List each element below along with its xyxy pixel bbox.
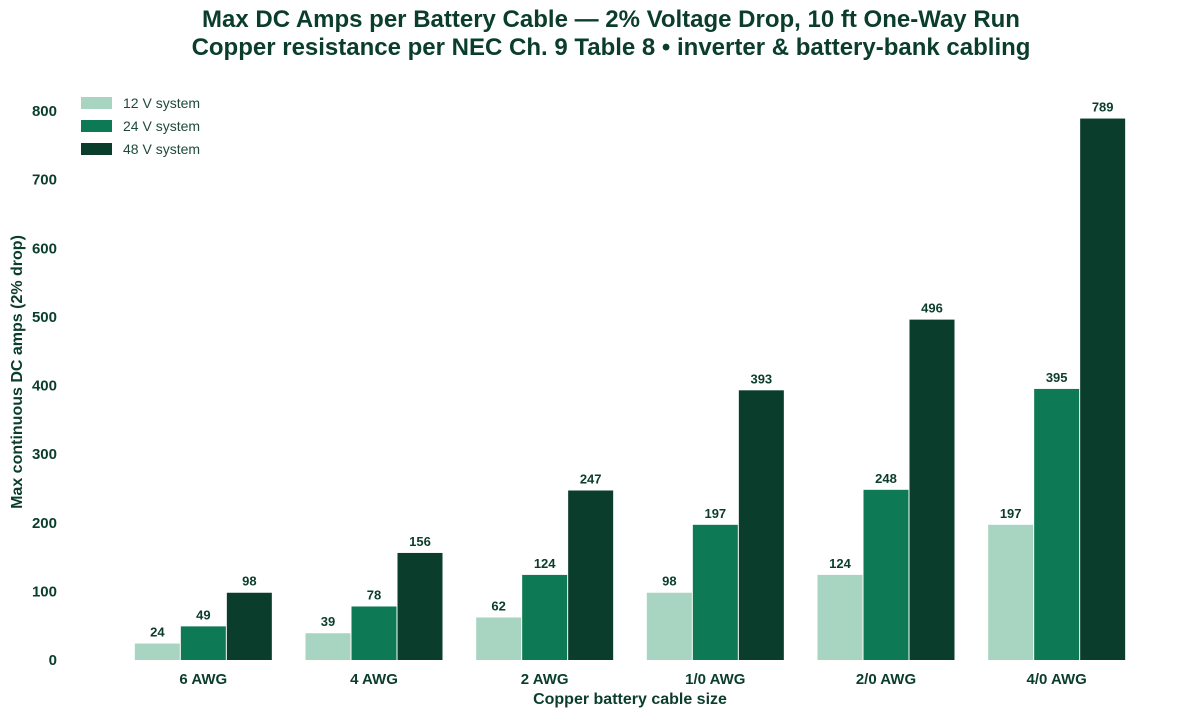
- y-axis-label: Max continuous DC amps (2% drop): [9, 235, 26, 509]
- bar: [134, 643, 180, 660]
- bar: [988, 524, 1034, 660]
- y-tick-label: 300: [32, 446, 57, 463]
- y-tick-label: 800: [32, 103, 57, 120]
- y-tick-label: 700: [32, 172, 57, 189]
- y-tick-label: 0: [49, 652, 57, 669]
- x-tick-label: 2 AWG: [521, 671, 569, 688]
- bar: [738, 390, 784, 660]
- bar-value-label: 789: [1092, 100, 1114, 115]
- bars: 24 49 98 39 78 156 62 124 247 98 197 393 124 248 496 19…: [134, 100, 1126, 660]
- y-tick-label: 100: [32, 583, 57, 600]
- bar: [351, 606, 397, 660]
- bar-value-label: 247: [580, 471, 602, 486]
- bar-value-label: 98: [242, 574, 256, 589]
- bar: [476, 617, 522, 660]
- bar-value-label: 496: [921, 301, 943, 316]
- bar: [226, 592, 272, 660]
- legend-label: 48 V system: [123, 141, 200, 157]
- x-tick-label: 4 AWG: [350, 671, 398, 688]
- bar-value-label: 124: [534, 556, 556, 571]
- y-tick-label: 500: [32, 309, 57, 326]
- y-axis-ticks: 0 100 200 300 400 500 600 700 800: [32, 103, 57, 669]
- bar: [305, 633, 351, 660]
- y-tick-label: 400: [32, 378, 57, 395]
- bar: [692, 524, 738, 660]
- bar: [397, 552, 443, 660]
- bar-value-label: 24: [150, 625, 165, 640]
- legend-swatch: [81, 97, 112, 109]
- bar-value-label: 124: [829, 556, 851, 571]
- bar-value-label: 156: [409, 534, 431, 549]
- x-axis-ticks: 6 AWG 4 AWG 2 AWG 1/0 AWG 2/0 AWG 4/0 AWG: [179, 671, 1086, 688]
- bar: [817, 574, 863, 660]
- bar: [646, 592, 692, 660]
- legend-swatch: [81, 120, 112, 132]
- bar: [909, 319, 955, 660]
- x-tick-label: 4/0 AWG: [1027, 671, 1087, 688]
- bar-value-label: 197: [1000, 506, 1022, 521]
- legend-swatch: [81, 143, 112, 155]
- chart-subtitle: Copper resistance per NEC Ch. 9 Table 8 …: [192, 34, 1031, 61]
- bar-value-label: 248: [875, 471, 897, 486]
- bar: [180, 626, 226, 660]
- x-tick-label: 1/0 AWG: [685, 671, 745, 688]
- bar: [863, 489, 909, 660]
- bar: [568, 490, 614, 660]
- bar-value-label: 197: [704, 506, 726, 521]
- y-tick-label: 600: [32, 240, 57, 257]
- x-tick-label: 2/0 AWG: [856, 671, 916, 688]
- bar-value-label: 78: [367, 587, 381, 602]
- bar-value-label: 395: [1046, 370, 1068, 385]
- legend-label: 12 V system: [123, 95, 200, 111]
- bar-value-label: 98: [662, 574, 676, 589]
- bar-value-label: 49: [196, 607, 210, 622]
- bar: [1080, 118, 1126, 660]
- bar: [522, 574, 568, 660]
- x-tick-label: 6 AWG: [179, 671, 227, 688]
- bar-value-label: 393: [750, 371, 772, 386]
- x-axis-label: Copper battery cable size: [533, 691, 727, 708]
- chart-title: Max DC Amps per Battery Cable — 2% Volta…: [202, 6, 1020, 33]
- bar-value-label: 62: [491, 598, 505, 613]
- y-tick-label: 200: [32, 515, 57, 532]
- bar-value-label: 39: [321, 614, 335, 629]
- legend: 12 V system 24 V system 48 V system: [81, 95, 200, 157]
- legend-label: 24 V system: [123, 118, 200, 134]
- bar: [1034, 388, 1080, 660]
